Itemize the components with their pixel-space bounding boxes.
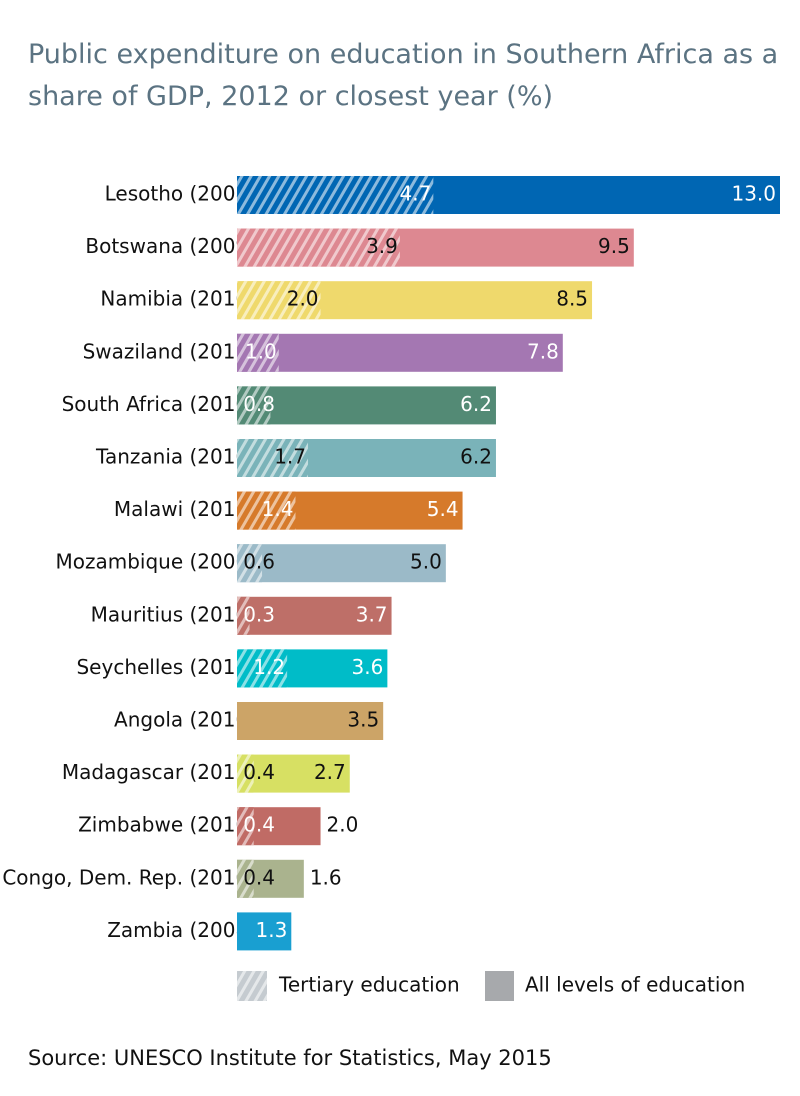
- category-label: Zimbabwe (2010): [78, 813, 256, 837]
- bar: [237, 754, 350, 793]
- value-label: 1.3: [255, 918, 287, 942]
- tertiary-bar: [237, 491, 296, 530]
- category-label: Botswana (2009): [85, 234, 256, 258]
- tertiary-value-label: 0.4: [243, 760, 275, 784]
- tertiary-bar: [237, 544, 263, 583]
- tertiary-bar: [237, 807, 254, 846]
- tertiary-value-label: 1.7: [274, 445, 306, 469]
- tertiary-value-label: 1.4: [262, 497, 294, 521]
- tertiary-value-label: 0.6: [243, 550, 275, 574]
- value-label: 9.5: [598, 234, 630, 258]
- value-label: 6.2: [460, 445, 492, 469]
- category-label: Malawi (2011): [114, 497, 256, 521]
- value-label: 13.0: [731, 182, 776, 206]
- value-label: 3.6: [352, 655, 384, 679]
- chart-title: Public expenditure on education in South…: [28, 39, 779, 112]
- tertiary-value-label: 1.2: [253, 655, 285, 679]
- category-label: Angola (2010): [114, 708, 256, 732]
- tertiary-bar: [237, 176, 434, 214]
- tertiary-bar: [237, 228, 400, 267]
- value-label: 5.0: [410, 550, 442, 574]
- legend-swatch: [485, 971, 514, 1001]
- value-label: 2.0: [327, 813, 359, 837]
- category-label: Mauritius (2010): [91, 602, 256, 626]
- value-label: 1.6: [310, 865, 342, 889]
- category-label: Madagascar (2012): [62, 760, 256, 784]
- value-label: 3.7: [356, 602, 388, 626]
- bar: [237, 386, 496, 425]
- tertiary-value-label: 0.4: [243, 813, 275, 837]
- legend-swatch: [237, 971, 267, 1001]
- legend-label: All levels of education: [525, 973, 745, 997]
- tertiary-bar: [237, 439, 309, 477]
- value-label: 3.5: [347, 708, 379, 732]
- tertiary-value-label: 3.9: [366, 234, 398, 258]
- bar: [237, 333, 563, 372]
- tertiary-value-label: 1.0: [245, 339, 277, 363]
- bar: [237, 544, 446, 583]
- tertiary-value-label: 4.7: [400, 182, 432, 206]
- tertiary-bar: [237, 754, 254, 793]
- tertiary-bar: [237, 333, 279, 372]
- category-label: Zambia (2008): [107, 918, 256, 942]
- tertiary-value-label: 0.3: [243, 602, 275, 626]
- bar: [237, 912, 292, 951]
- tertiary-bar: [237, 649, 288, 688]
- tertiary-value-label: 0.4: [243, 865, 275, 889]
- category-label: Lesotho (2008): [105, 182, 256, 206]
- source: Source: UNESCO Institute for Statistics,…: [28, 1046, 552, 1070]
- legend-label: Tertiary education: [278, 973, 460, 997]
- tertiary-value-label: 2.0: [287, 287, 319, 311]
- bar: [237, 702, 384, 740]
- tertiary-bar: [237, 596, 250, 635]
- tertiary-bar: [237, 281, 321, 320]
- bar: [237, 596, 392, 635]
- tertiary-bar: [237, 386, 271, 425]
- tertiary-value-label: 0.8: [243, 392, 275, 416]
- chart: Lesotho (2008) 13.0 4.7 Botswana (2009) 9.5 3…: [2, 176, 780, 1001]
- category-label: South Africa (2010): [62, 392, 256, 416]
- category-label: Swaziland (2011): [83, 339, 256, 363]
- tertiary-bar: [237, 859, 254, 898]
- value-label: 7.8: [527, 339, 559, 363]
- category-label: Mozambique (2006): [55, 550, 256, 574]
- category-label: Namibia (2010): [100, 287, 256, 311]
- value-label: 5.4: [427, 497, 459, 521]
- category-label: Congo, Dem. Rep. (2010): [2, 865, 256, 889]
- value-label: 8.5: [556, 287, 588, 311]
- category-label: Tanzania (2010): [95, 445, 256, 469]
- value-label: 2.7: [314, 760, 346, 784]
- category-label: Seychelles (2011): [76, 655, 256, 679]
- value-label: 6.2: [460, 392, 492, 416]
